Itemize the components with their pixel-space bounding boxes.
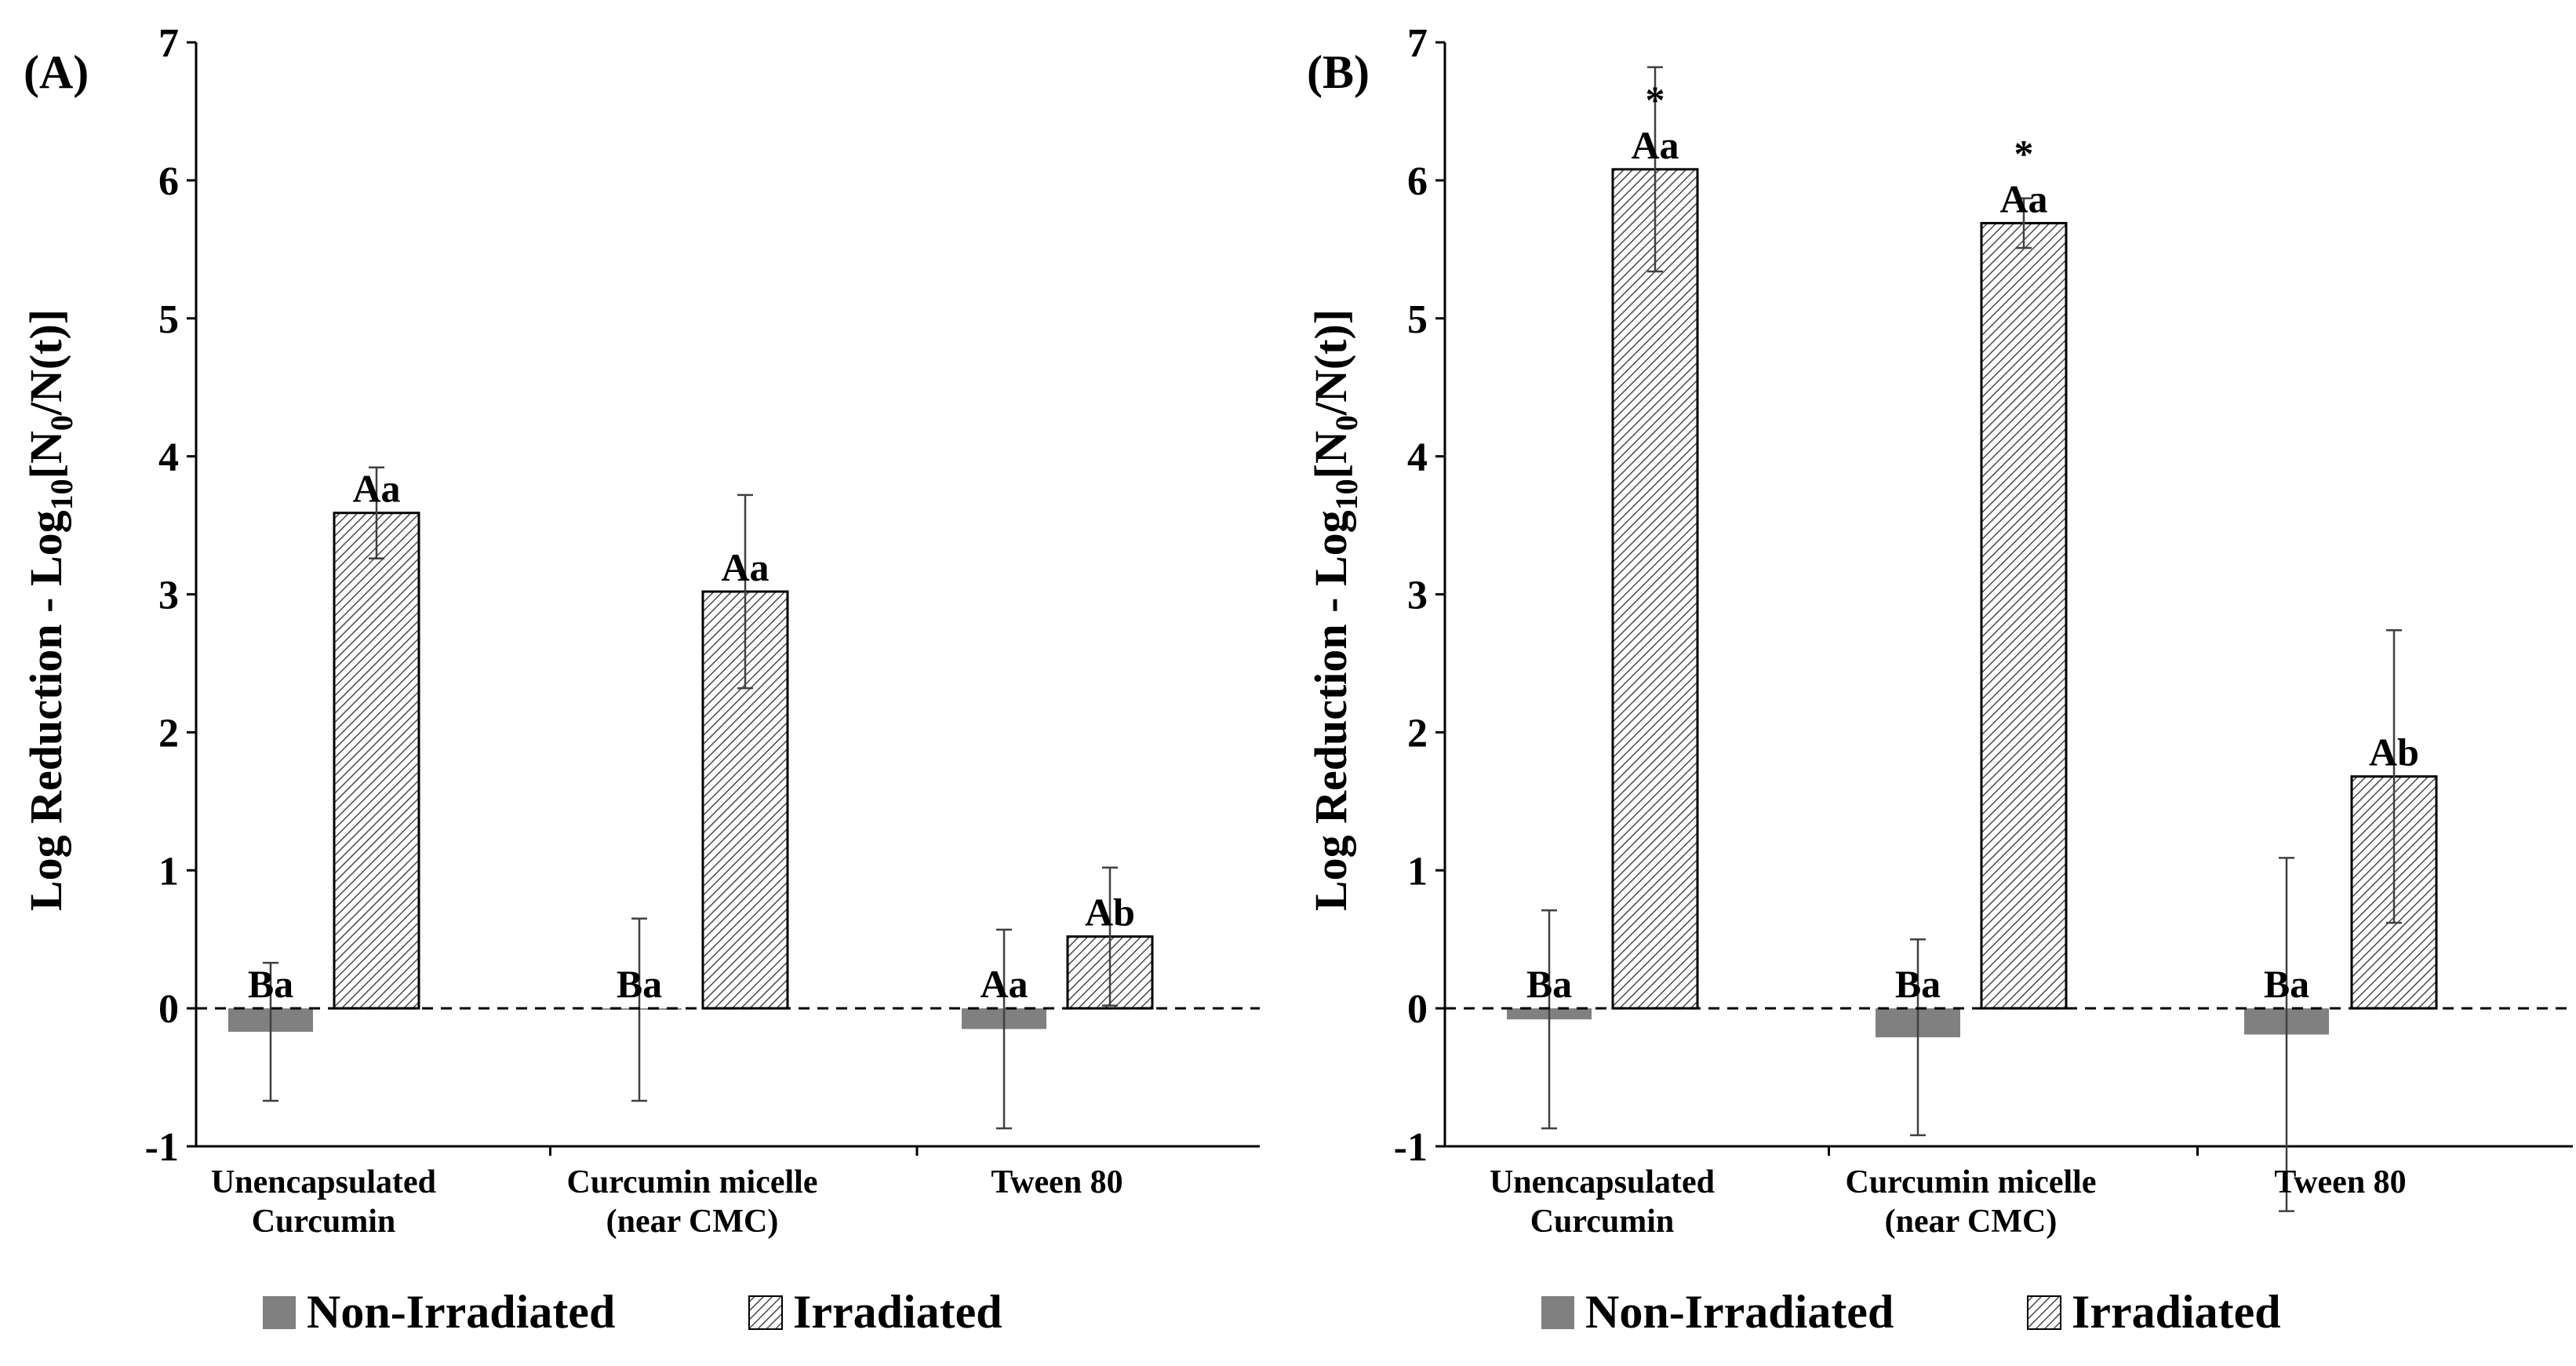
y-tick-label: -1 (1394, 1125, 1428, 1170)
category-label: Unencapsulated (211, 1164, 436, 1200)
category-label: Curcumin (1530, 1204, 1675, 1240)
y-axis-title-subscript: 0 (1329, 415, 1364, 431)
category-label: Tween 80 (991, 1164, 1122, 1200)
y-tick-label: 2 (158, 711, 179, 756)
panel-a: (A)Log Reduction - Log10[N0/N(t)]-101234… (20, 21, 1260, 1338)
significance-letters: Aa (352, 467, 400, 511)
significance-letters: Aa (721, 545, 769, 589)
y-tick-label: 6 (158, 159, 179, 204)
y-axis-title-part: Log Reduction - Log (1305, 510, 1356, 911)
bar-irradiated (1980, 221, 2068, 1010)
legend-swatch-irradiated (2027, 1295, 2061, 1330)
category-label: Unencapsulated (1490, 1164, 1715, 1200)
significance-letters: Ba (1895, 962, 1941, 1006)
category-label: Curcumin micelle (566, 1164, 817, 1200)
legend-label-irradiated: Irradiated (793, 1286, 1002, 1338)
significance-letters: Aa (1631, 123, 1679, 167)
legend-swatch-non-irradiated (263, 1296, 296, 1329)
y-axis-title-part: [N (1305, 431, 1356, 479)
y-tick-label: 1 (1407, 849, 1428, 894)
legend-swatch-non-irradiated (1541, 1296, 1574, 1329)
category-label: Curcumin micelle (1845, 1164, 2096, 1200)
y-axis-title-subscript: 0 (44, 415, 79, 431)
significance-letters: Aa (1999, 177, 2047, 220)
y-axis-title-subscript: 10 (1329, 479, 1364, 510)
y-tick-label: 7 (158, 21, 179, 66)
significance-letters: Ba (2264, 962, 2309, 1006)
panel-label: (B) (1307, 46, 1370, 98)
category-label: (near CMC) (1885, 1204, 2058, 1240)
y-tick-label: -1 (145, 1125, 179, 1170)
y-axis-title-part: Log Reduction - Log (20, 510, 71, 911)
significance-letters: Ab (1085, 891, 1135, 934)
y-tick-label: 3 (1407, 574, 1428, 618)
y-axis-title-part: /N(t)] (20, 309, 71, 416)
y-tick-label: 5 (1407, 297, 1428, 342)
significance-letters: Ba (1526, 962, 1572, 1006)
significance-letters: Aa (980, 962, 1028, 1006)
y-axis-title: Log Reduction - Log10[N0/N(t)] (20, 309, 79, 911)
legend-label-irradiated: Irradiated (2072, 1286, 2281, 1338)
significance-letters: Ba (248, 962, 293, 1006)
y-tick-label: 1 (158, 849, 179, 894)
y-axis-title-part: /N(t)] (1305, 309, 1356, 416)
y-tick-label: 0 (158, 987, 179, 1032)
y-tick-label: 4 (158, 435, 179, 480)
y-axis-title-subscript: 10 (44, 479, 79, 510)
y-axis-title-part: [N (20, 431, 71, 479)
panel-label: (A) (24, 46, 89, 98)
legend-label-non-irradiated: Non-Irradiated (307, 1286, 615, 1338)
legend-label-non-irradiated: Non-Irradiated (1585, 1286, 1894, 1338)
significance-letters: Ba (617, 962, 662, 1006)
category-label: Tween 80 (2274, 1164, 2406, 1200)
y-tick-label: 4 (1407, 435, 1428, 480)
y-axis-title: Log Reduction - Log10[N0/N(t)] (1305, 309, 1364, 911)
y-tick-label: 2 (1407, 711, 1428, 756)
category-label: Curcumin (252, 1204, 396, 1240)
y-tick-label: 5 (158, 297, 179, 342)
legend-swatch-irradiated (748, 1295, 783, 1330)
y-tick-label: 6 (1407, 159, 1428, 204)
significance-star: * (2014, 131, 2034, 175)
y-tick-label: 0 (1407, 987, 1428, 1032)
bar-irradiated (333, 512, 420, 1010)
panel-b: (B)Log Reduction - Log10[N0/N(t)]-101234… (1305, 21, 2573, 1338)
category-label: (near CMC) (606, 1204, 779, 1240)
y-tick-label: 3 (158, 574, 179, 618)
bar-irradiated (1611, 168, 1699, 1010)
y-tick-label: 7 (1407, 21, 1428, 66)
significance-letters: Ab (2369, 730, 2419, 774)
significance-star: * (1646, 78, 1665, 122)
